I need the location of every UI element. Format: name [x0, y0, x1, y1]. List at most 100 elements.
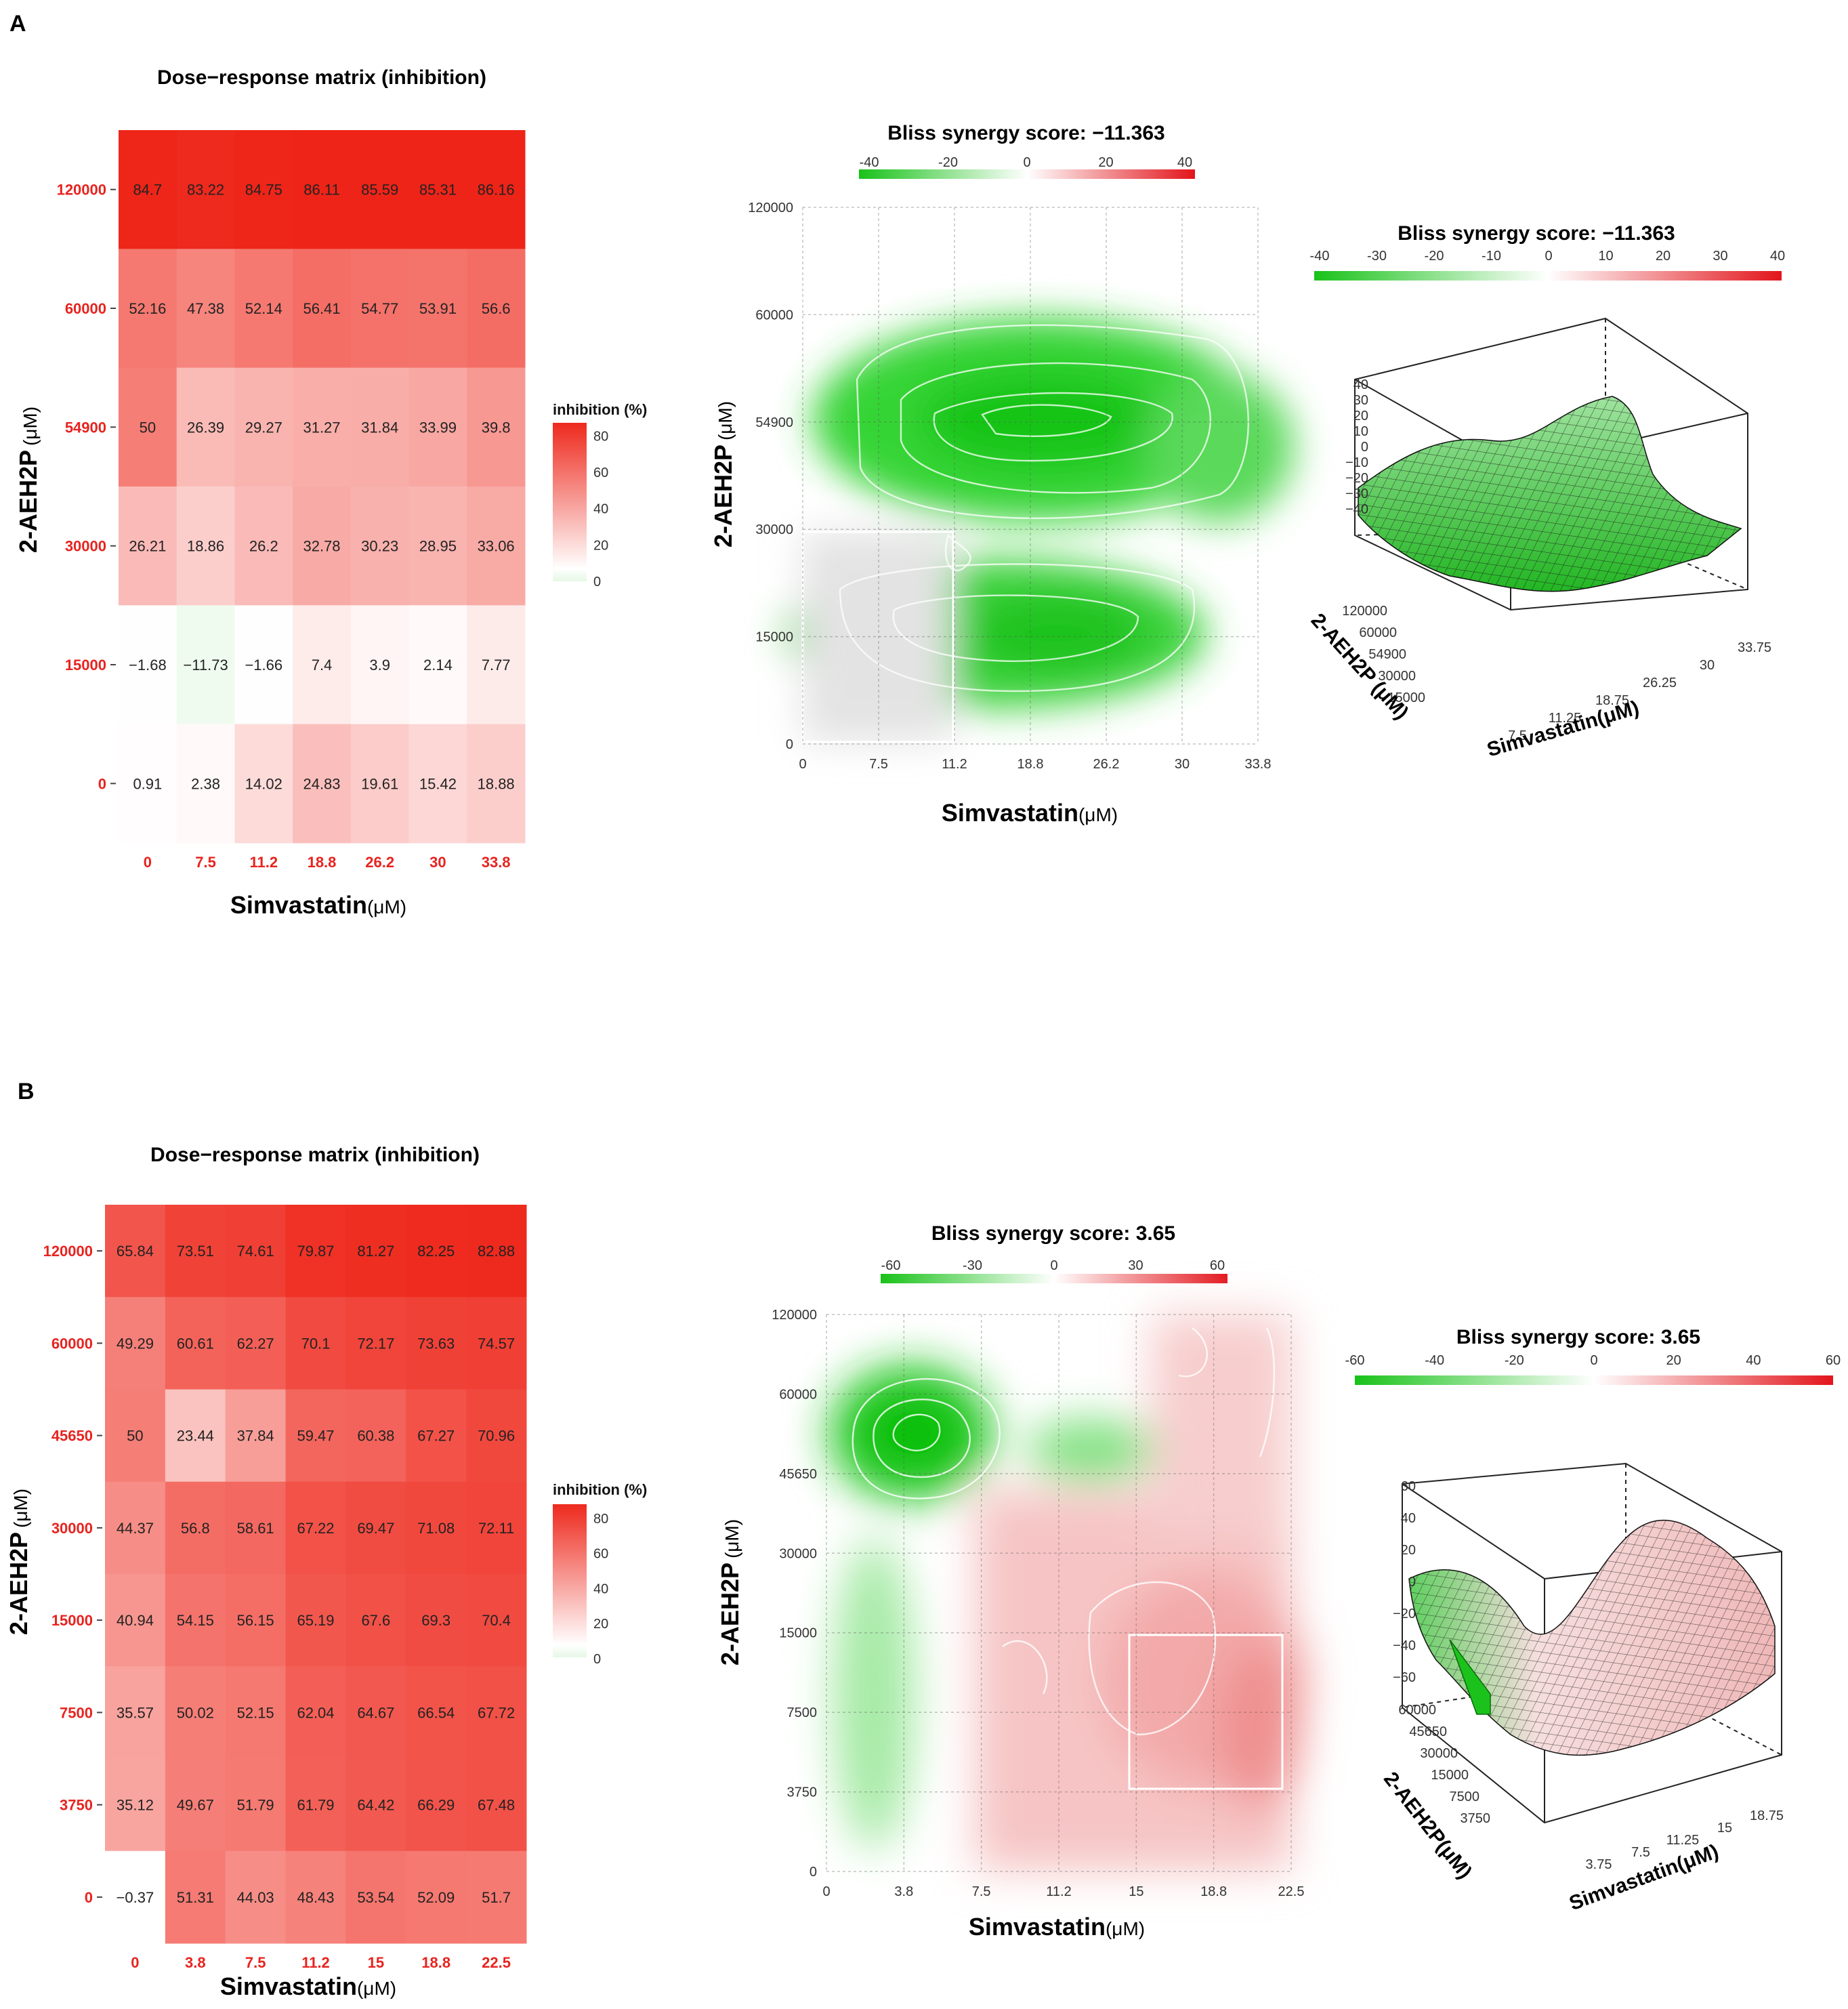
surface-b-legend-ticks: -60 -40 -20 0 20 40 60: [1345, 1353, 1841, 1368]
contour-a-x-title: Simvastatin(μM): [942, 799, 1118, 827]
matrix-a-x-label: Simvastatin: [230, 891, 367, 919]
matrix-a-y-unit: (μM): [20, 407, 41, 446]
cell-value-label: 39.8: [482, 419, 511, 436]
matrix-a-y-ticks: 120000 60000 54900 30000 15000 0: [57, 182, 116, 792]
heatmap-cell: [466, 1481, 527, 1575]
cell-value-label: 67.22: [297, 1520, 334, 1537]
cell-value-label: 56.6: [482, 300, 511, 317]
cell-value-label: 44.03: [237, 1889, 274, 1906]
cell-value-label: 86.16: [478, 182, 515, 199]
contour-a-legend-ticks: -40 -20 0 20 40: [860, 155, 1193, 170]
cell-value-label: 86.11: [303, 182, 339, 199]
contour-b-x-unit: (μM): [1106, 1918, 1145, 1939]
x-tick-label: 0: [822, 1884, 830, 1899]
matrix-b-cells: 65.84 73.51 74.61 79.87 81.27 82.25 82.88 49.29…: [105, 1205, 527, 1944]
contour-a: Bliss synergy score: −11.363 -40 -20 0 20 40: [709, 122, 1294, 827]
legend-tick-label: 60: [593, 465, 608, 480]
legend-tick-label: 10: [1598, 249, 1613, 264]
cell-value-label: 70.4: [482, 1612, 511, 1629]
x-tick-label: 33.75: [1738, 640, 1771, 655]
y-tick-label: 30000: [1378, 669, 1416, 684]
z-tick-label: 30: [1353, 393, 1368, 408]
cell-value-label: 0.91: [133, 775, 162, 792]
matrix-b-y-title: 2-AEH2P (μM): [5, 1489, 33, 1635]
matrix-a-y-label: 2-AEH2P: [14, 450, 42, 553]
matrix-a-cells: 84.7 83.22 84.75 86.11 85.59 85.31 86.16 52.16 4…: [119, 130, 526, 844]
contour-a-y-unit: (μM): [715, 401, 736, 440]
cell-value-label: 81.27: [357, 1243, 394, 1260]
legend-tick-label: 30: [1128, 1258, 1143, 1273]
heatmap-cell: [293, 130, 352, 249]
heatmap-cell: [408, 605, 467, 725]
cell-value-label: 2.38: [191, 775, 220, 792]
cell-value-label: 67.48: [478, 1797, 515, 1814]
heatmap-cell: [105, 1758, 166, 1852]
y-tick-label: 30000: [51, 1520, 93, 1537]
x-tick-label: 30: [1175, 757, 1190, 772]
matrix-b-title: Dose−response matrix (inhibition): [150, 1144, 480, 1166]
heatmap-cell: [350, 605, 410, 725]
cell-value-label: 65.19: [297, 1612, 334, 1629]
x-tick-label: 18.75: [1750, 1808, 1784, 1823]
surface-b-green-dip: [1449, 1639, 1491, 1715]
cell-value-label: 67.6: [361, 1612, 390, 1629]
z-tick-label: −30: [1345, 486, 1368, 501]
heatmap-cell: [406, 1481, 467, 1575]
y-tick-label: 60000: [65, 300, 106, 317]
legend-tick-label: 20: [1098, 155, 1113, 170]
heatmap-cell: [293, 605, 352, 725]
y-tick-label: 3750: [787, 1785, 818, 1800]
surface-b-x-ticks: 3.75 7.5 11.25 15 18.75: [1586, 1808, 1784, 1872]
heatmap-cell: [285, 1205, 346, 1298]
cell-value-label: 30.23: [361, 538, 398, 555]
cell-value-label: 52.15: [237, 1704, 274, 1721]
matrix-a-legend-ticks: 80 60 40 20 0: [593, 429, 608, 589]
cell-value-label: 35.57: [117, 1704, 154, 1721]
legend-tick-label: -20: [1505, 1353, 1524, 1368]
surface-b-y-ticks: 60000 45650 30000 15000 7500 3750: [1398, 1703, 1490, 1826]
heatmap-cell: [408, 724, 467, 844]
heatmap-cell: [176, 367, 235, 487]
x-tick-label: 0: [144, 854, 152, 871]
heatmap-cell: [165, 1205, 226, 1298]
y-tick-label: 15000: [779, 1626, 817, 1641]
y-tick-label: 7500: [1450, 1789, 1480, 1804]
heatmap-cell: [466, 1666, 527, 1759]
y-tick-label: 30000: [755, 522, 793, 537]
cell-value-label: 64.67: [357, 1704, 394, 1721]
contour-a-isolines: [839, 324, 1249, 692]
cell-value-label: 52.16: [129, 300, 166, 317]
cell-value-label: 69.47: [357, 1520, 394, 1537]
y-tick-label: 60000: [779, 1387, 817, 1402]
x-tick-label: 18.75: [1595, 693, 1629, 708]
y-tick-label: 54900: [755, 415, 793, 430]
cell-value-label: 60.38: [357, 1428, 394, 1445]
matrix-a-title: Dose−response matrix (inhibition): [157, 66, 486, 89]
x-tick-label: 30: [1700, 658, 1715, 673]
cell-value-label: 2.14: [423, 657, 453, 674]
cell-value-label: 74.57: [478, 1335, 515, 1352]
legend-tick-label: 30: [1713, 249, 1727, 264]
heatmap-cell: [350, 486, 410, 606]
heatmap-cell: [345, 1481, 406, 1575]
heatmap-cell: [466, 1297, 527, 1390]
matrix-b-x-title: Simvastatin(μM): [220, 1972, 396, 2000]
matrix-a-legend-bar: [553, 423, 587, 581]
x-tick-label: 3.8: [894, 1884, 913, 1899]
cell-value-label: 67.27: [417, 1428, 455, 1445]
cell-value-label: 65.84: [117, 1243, 154, 1260]
legend-tick-label: -40: [860, 155, 879, 170]
matrix-b-legend-title: inhibition (%): [553, 1481, 647, 1498]
contour-b-title: Bliss synergy score: 3.65: [931, 1222, 1175, 1245]
heatmap-cell: [234, 367, 293, 487]
legend-tick-label: 60: [1210, 1258, 1225, 1273]
x-tick-label: 18.8: [308, 854, 337, 871]
cell-value-label: −1.68: [129, 657, 167, 674]
legend-tick-label: -60: [881, 1258, 901, 1273]
contour-a-field: [786, 318, 1294, 742]
heatmap-cell: [466, 1850, 527, 1944]
y-tick-label: 120000: [748, 201, 793, 215]
y-tick-label: 0: [810, 1865, 817, 1880]
cell-value-label: 53.54: [357, 1889, 394, 1906]
heatmap-cell: [467, 605, 526, 725]
